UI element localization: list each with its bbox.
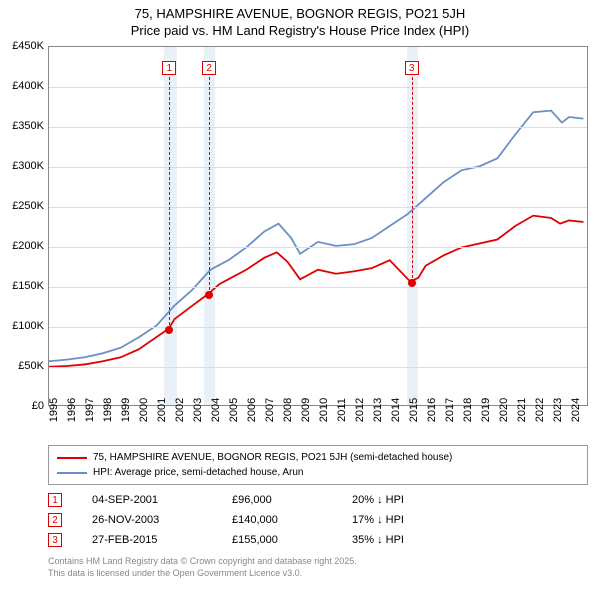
x-tick-label: 1998 <box>102 398 114 422</box>
event-price: £140,000 <box>232 514 352 526</box>
x-tick-label: 1996 <box>66 398 78 422</box>
x-tick-label: 2023 <box>552 398 564 422</box>
y-tick-label: £200K <box>12 240 44 252</box>
x-tick-label: 2019 <box>480 398 492 422</box>
legend-swatch-hpi <box>57 472 87 474</box>
footer-attribution: Contains HM Land Registry data © Crown c… <box>48 556 357 579</box>
x-tick-label: 1995 <box>48 398 60 422</box>
line-series-svg <box>49 47 587 405</box>
x-tick-label: 2022 <box>534 398 546 422</box>
y-tick-label: £350K <box>12 120 44 132</box>
chart-title: 75, HAMPSHIRE AVENUE, BOGNOR REGIS, PO21… <box>0 0 600 40</box>
event-diff: 20% ↓ HPI <box>352 494 472 506</box>
legend-item-property: 75, HAMPSHIRE AVENUE, BOGNOR REGIS, PO21… <box>57 450 579 465</box>
legend-label-hpi: HPI: Average price, semi-detached house,… <box>93 465 304 480</box>
y-tick-label: £50K <box>18 360 44 372</box>
legend-swatch-property <box>57 457 87 459</box>
legend: 75, HAMPSHIRE AVENUE, BOGNOR REGIS, PO21… <box>48 445 588 485</box>
x-tick-label: 2012 <box>354 398 366 422</box>
event-diff: 35% ↓ HPI <box>352 534 472 546</box>
event-row-marker: 1 <box>48 493 62 507</box>
chart-container: 75, HAMPSHIRE AVENUE, BOGNOR REGIS, PO21… <box>0 0 600 590</box>
x-tick-label: 2010 <box>318 398 330 422</box>
x-tick-label: 2007 <box>264 398 276 422</box>
event-marker-1: 1 <box>162 61 176 75</box>
event-dot-1 <box>165 326 173 334</box>
legend-item-hpi: HPI: Average price, semi-detached house,… <box>57 465 579 480</box>
x-tick-label: 2005 <box>228 398 240 422</box>
title-line-1: 75, HAMPSHIRE AVENUE, BOGNOR REGIS, PO21… <box>0 6 600 23</box>
event-row: 2 26-NOV-2003£140,00017% ↓ HPI <box>48 510 588 530</box>
x-tick-label: 1997 <box>84 398 96 422</box>
event-marker-2: 2 <box>202 61 216 75</box>
x-tick-label: 2002 <box>174 398 186 422</box>
event-price: £96,000 <box>232 494 352 506</box>
y-tick-label: £300K <box>12 160 44 172</box>
title-line-2: Price paid vs. HM Land Registry's House … <box>0 23 600 40</box>
legend-label-property: 75, HAMPSHIRE AVENUE, BOGNOR REGIS, PO21… <box>93 450 452 465</box>
x-tick-label: 2024 <box>570 398 582 422</box>
event-row-marker: 2 <box>48 513 62 527</box>
plot-area: 1 2 3 <box>48 46 588 406</box>
event-dot-3 <box>408 279 416 287</box>
x-tick-label: 2018 <box>462 398 474 422</box>
y-tick-label: £250K <box>12 200 44 212</box>
x-tick-label: 2013 <box>372 398 384 422</box>
event-row: 1 04-SEP-2001£96,00020% ↓ HPI <box>48 490 588 510</box>
x-tick-label: 2004 <box>210 398 222 422</box>
y-tick-label: £150K <box>12 280 44 292</box>
event-date: 26-NOV-2003 <box>92 514 232 526</box>
event-date: 04-SEP-2001 <box>92 494 232 506</box>
event-price: £155,000 <box>232 534 352 546</box>
x-tick-label: 2003 <box>192 398 204 422</box>
event-diff: 17% ↓ HPI <box>352 514 472 526</box>
x-tick-label: 1999 <box>120 398 132 422</box>
x-tick-label: 2017 <box>444 398 456 422</box>
event-date: 27-FEB-2015 <box>92 534 232 546</box>
x-tick-label: 2016 <box>426 398 438 422</box>
event-marker-3: 3 <box>405 61 419 75</box>
footer-line-2: This data is licensed under the Open Gov… <box>48 568 357 580</box>
event-dot-2 <box>205 291 213 299</box>
x-tick-label: 2008 <box>282 398 294 422</box>
x-tick-label: 2000 <box>138 398 150 422</box>
series-property <box>49 216 583 367</box>
x-tick-label: 2001 <box>156 398 168 422</box>
y-tick-label: £450K <box>12 40 44 52</box>
event-table: 1 04-SEP-2001£96,00020% ↓ HPI 2 26-NOV-2003… <box>48 490 588 550</box>
x-tick-label: 2006 <box>246 398 258 422</box>
x-tick-label: 2009 <box>300 398 312 422</box>
x-tick-label: 2015 <box>408 398 420 422</box>
y-tick-label: £0 <box>32 400 44 412</box>
footer-line-1: Contains HM Land Registry data © Crown c… <box>48 556 357 568</box>
x-tick-label: 2020 <box>498 398 510 422</box>
event-row: 3 27-FEB-2015£155,00035% ↓ HPI <box>48 530 588 550</box>
x-tick-label: 2014 <box>390 398 402 422</box>
event-row-marker: 3 <box>48 533 62 547</box>
x-tick-label: 2011 <box>336 398 348 422</box>
y-tick-label: £100K <box>12 320 44 332</box>
x-tick-label: 2021 <box>516 398 528 422</box>
y-tick-label: £400K <box>12 80 44 92</box>
